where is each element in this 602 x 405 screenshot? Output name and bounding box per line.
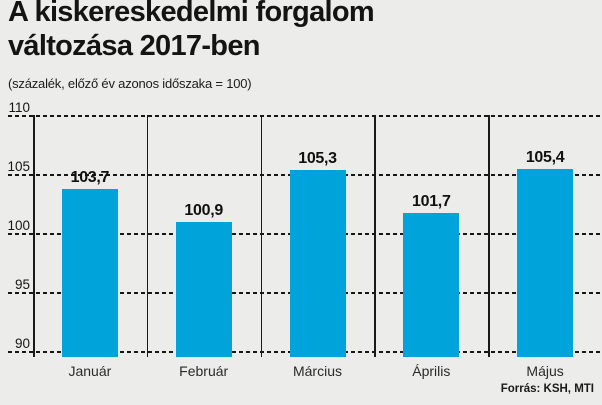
- bar: [61, 189, 118, 357]
- chart-title: A kiskereskedelmi forgalom változása 201…: [8, 0, 375, 62]
- x-axis-category-label: Április: [412, 363, 451, 379]
- column-separator: [374, 115, 376, 357]
- source-credit: Forrás: KSH, MTI: [500, 383, 594, 395]
- column-separator: [260, 115, 263, 357]
- bar-value-label: 103,7: [70, 169, 110, 187]
- x-axis-category-label: Január: [68, 363, 112, 379]
- column-separator: [488, 115, 490, 357]
- bar: [517, 169, 574, 357]
- gridline: [8, 115, 602, 117]
- y-axis-line: [33, 115, 35, 357]
- y-axis-tick-label: 105: [7, 159, 30, 174]
- y-axis-tick-label: 90: [14, 336, 30, 351]
- y-axis-tick-label: 100: [7, 218, 30, 233]
- y-axis-tick-label: 95: [14, 277, 30, 292]
- x-axis-category-label: Február: [179, 363, 229, 379]
- bar: [289, 170, 346, 357]
- chart-subtitle: (százalék, előző év azonos időszaka = 10…: [8, 76, 252, 91]
- bar-value-label: 105,4: [525, 149, 565, 167]
- x-axis-category-label: Március: [292, 363, 342, 379]
- bar-value-label: 101,7: [412, 192, 451, 210]
- bar-value-label: 100,9: [184, 202, 223, 220]
- column-separator: [146, 115, 149, 357]
- bar: [403, 212, 460, 357]
- bar-value-label: 105,3: [298, 150, 337, 168]
- x-axis-category-label: Május: [526, 363, 564, 379]
- bar: [175, 222, 232, 357]
- y-axis-tick-label: 110: [8, 100, 30, 115]
